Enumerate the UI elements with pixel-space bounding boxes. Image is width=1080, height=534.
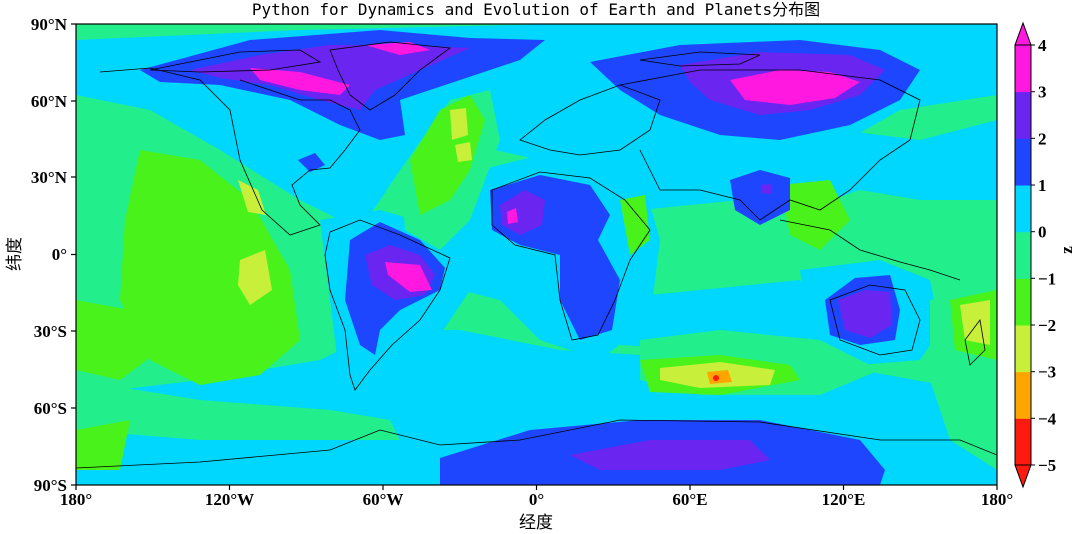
colorbar-tick-label: −4: [1038, 409, 1057, 428]
contour-magenta-africa: [507, 208, 518, 224]
colorbar-cell: [1015, 231, 1031, 279]
chart-title: Python for Dynamics and Evolution of Ear…: [252, 0, 820, 19]
contour-ygreen-baja: [238, 180, 266, 215]
coast-arctic-islands: [149, 49, 761, 73]
contour-ygreen-atlantic: [450, 108, 472, 162]
contour-field: [76, 24, 997, 485]
coast-south-america: [324, 219, 451, 391]
contour-violet-india: [762, 184, 772, 194]
contour-lime-west-pacific: [780, 180, 850, 250]
coast-new-zealand: [964, 319, 986, 366]
coast-greenland: [329, 41, 452, 111]
contour-lime-east-africa: [620, 195, 650, 255]
colorbar-cell: [1015, 278, 1031, 326]
coast-africa: [491, 171, 651, 341]
colorbar-tick-label: 3: [1038, 83, 1047, 102]
contour-violet-africa: [500, 190, 545, 235]
colorbar-tick-label: −3: [1038, 363, 1056, 382]
coast-australia: [829, 284, 921, 356]
contour-lime-antarctic-edge: [76, 420, 130, 470]
colorbar-label: z: [1057, 246, 1076, 254]
x-tick-label: 0°: [529, 490, 544, 509]
colorbar-tick-marks: [1031, 44, 1035, 466]
colorbar-tick-label: 1: [1038, 176, 1047, 195]
colorbar-tick-label: −2: [1038, 316, 1056, 335]
x-tick-label: 120°E: [822, 490, 866, 509]
colorbar-tick-label: 0: [1038, 223, 1047, 242]
colorbar: 4 3 2 1 0 −1 −2 −3 −4 −5 z: [1014, 21, 1076, 489]
contour-blue-india: [730, 170, 790, 225]
contour-red-indian: [713, 375, 719, 381]
colorbar-cell: [1015, 185, 1031, 233]
coast-antarctica: [76, 419, 997, 469]
colorbar-cell: [1015, 91, 1031, 139]
coastlines: [76, 41, 997, 469]
y-tick-label: 90°N: [31, 15, 68, 34]
contour-magenta-south-america: [385, 262, 432, 292]
colorbar-tick-label: −1: [1038, 269, 1056, 288]
y-tick-label: 30°N: [31, 168, 68, 187]
contour-violet-north-america: [190, 45, 470, 110]
y-tick-label: 90°S: [34, 476, 67, 495]
y-tick-label: 60°S: [34, 399, 67, 418]
coast-north-america: [99, 67, 361, 236]
colorbar-tick-label: 2: [1038, 129, 1047, 148]
x-axis-label: 经度: [519, 513, 553, 533]
colorbar-cell: [1015, 138, 1031, 186]
colorbar-extend-top: [1014, 21, 1032, 46]
contour-blue-hudson: [298, 153, 325, 172]
contour-ygreen-pacific: [238, 250, 272, 305]
contour-magenta-siberia: [730, 70, 860, 105]
contour-magenta-arctic: [365, 42, 430, 55]
contour-lime-se-pacific: [76, 300, 160, 380]
coast-europe: [519, 84, 661, 156]
colorbar-tick-label: −5: [1038, 456, 1056, 475]
contour-green-south: [76, 380, 400, 440]
x-tick-label: 120°W: [205, 490, 254, 509]
contour-violet-australia: [838, 290, 892, 338]
colorbar-cell: [1015, 325, 1031, 373]
y-tick-label: 30°S: [34, 322, 67, 341]
contour-magenta-greenland: [250, 68, 350, 95]
colorbar-tick-label: 4: [1038, 36, 1047, 55]
colorbar-cell: [1015, 45, 1031, 93]
x-tick-label: 180°: [60, 490, 92, 509]
contour-cyan-indian: [600, 280, 830, 350]
contour-violet-antarctica: [570, 440, 770, 470]
y-tick-label: 60°N: [31, 92, 68, 111]
tick-marks: [71, 23, 998, 490]
coast-asia: [619, 69, 921, 221]
contour-orange-indian: [707, 370, 732, 384]
colorbar-frame: [1014, 44, 1032, 466]
y-axis-label: 纬度: [5, 237, 25, 271]
x-tick-label: 60°W: [363, 490, 404, 509]
x-tick-label: 60°E: [672, 490, 707, 509]
coast-southeast-asia: [779, 219, 961, 281]
colorbar-cells: [1015, 45, 1031, 466]
colorbar-cell: [1015, 418, 1031, 466]
colorbar-extend-bottom: [1014, 464, 1032, 489]
x-tick-label: 180°: [981, 490, 1013, 509]
colorbar-cell: [1015, 371, 1031, 419]
y-tick-label: 0°: [52, 245, 67, 264]
